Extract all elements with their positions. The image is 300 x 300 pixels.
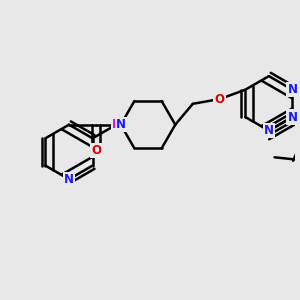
Text: N: N <box>264 124 274 137</box>
Text: O: O <box>91 144 101 157</box>
Text: N: N <box>287 83 298 96</box>
Text: N: N <box>116 118 126 131</box>
Text: O: O <box>215 93 225 106</box>
Text: N: N <box>64 173 74 186</box>
Text: N: N <box>287 110 298 124</box>
Text: F: F <box>112 118 120 131</box>
